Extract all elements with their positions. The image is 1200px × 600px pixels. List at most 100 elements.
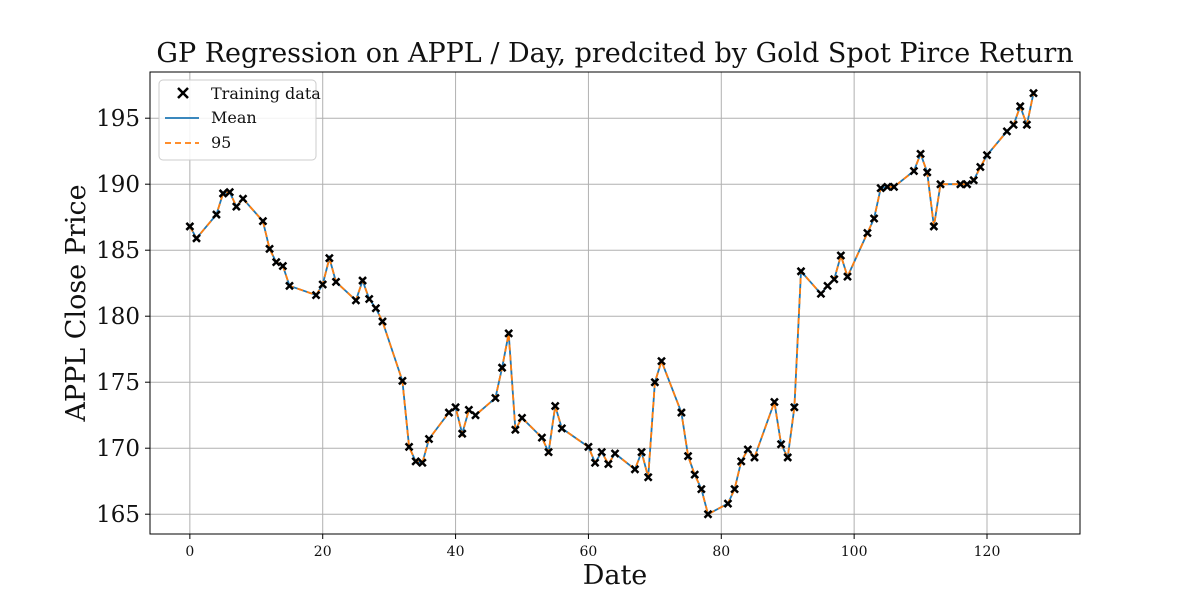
training-point (358, 276, 367, 285)
training-point (444, 408, 454, 417)
training-point (504, 328, 514, 338)
training-point (1029, 88, 1038, 98)
training-point (371, 303, 381, 313)
legend-label-mean: Mean (211, 108, 257, 127)
training-point (398, 376, 407, 386)
x-tick-label: 20 (314, 544, 332, 560)
training-point (823, 281, 832, 291)
training-point (836, 251, 846, 260)
training-point (1009, 120, 1018, 130)
training-point (969, 175, 979, 185)
training-point (643, 472, 653, 482)
training-point (457, 429, 467, 439)
training-point (557, 424, 567, 433)
training-point (331, 277, 341, 287)
training-point (510, 425, 520, 435)
y-tick-label: 180 (96, 304, 140, 330)
y-tick-label: 170 (96, 436, 140, 462)
x-tick-label: 60 (580, 544, 598, 560)
chart-title: GP Regression on APPL / Day, predcited b… (156, 38, 1073, 69)
training-point (916, 149, 925, 159)
legend-label-ci: 95 (211, 133, 231, 152)
legend-marker-training (177, 87, 189, 99)
training-point (723, 499, 733, 509)
training-point (736, 457, 746, 466)
training-point (1022, 120, 1032, 130)
training-point (975, 162, 985, 172)
training-point (584, 442, 593, 452)
x-axis-label: Date (583, 560, 648, 591)
training-point (829, 274, 839, 284)
training-point (796, 266, 806, 276)
training-point (876, 183, 886, 193)
training-point (238, 194, 248, 204)
training-point (590, 458, 600, 468)
training-point (225, 187, 235, 197)
training-point (677, 408, 686, 417)
training-point (550, 401, 560, 411)
axis-ticks: 0 20 40 60 80 100 120 165 170 175 180 185 190 195 (96, 106, 1000, 560)
training-point (909, 166, 919, 176)
training-point (411, 457, 421, 466)
training-point (703, 509, 713, 519)
training-point (1002, 127, 1012, 136)
training-point (789, 402, 799, 412)
training-point (776, 439, 786, 449)
y-axis-label: APPL Close Price (61, 184, 92, 422)
training-point (936, 179, 945, 189)
training-point (378, 317, 387, 326)
training-point (882, 182, 892, 192)
training-point (185, 222, 195, 231)
training-point (318, 280, 328, 289)
training-point (730, 484, 739, 494)
y-tick-label: 165 (96, 502, 140, 528)
training-point (657, 356, 666, 366)
training-point (637, 447, 646, 457)
training-point (929, 222, 939, 231)
legend-box (158, 79, 317, 161)
training-point (650, 377, 660, 387)
grid (150, 72, 1080, 534)
training-point (843, 272, 852, 281)
training-point (743, 445, 753, 454)
y-tick-label: 190 (96, 172, 140, 198)
training-point (770, 397, 779, 407)
training-point (278, 261, 288, 271)
training-point (192, 233, 201, 243)
y-tick-label: 175 (96, 370, 140, 396)
training-point (364, 294, 374, 304)
series-layer (185, 88, 1038, 519)
training-point (630, 464, 640, 474)
training-point (497, 363, 507, 373)
x-tick-label: 0 (185, 544, 194, 560)
y-tick-label: 195 (96, 106, 140, 132)
training-point (464, 405, 474, 415)
y-tick-label: 185 (96, 238, 140, 264)
legend: Training data Mean 95 (158, 79, 321, 161)
training-point (783, 453, 793, 462)
training-point (544, 447, 553, 457)
training-point (603, 459, 613, 469)
training-point (285, 281, 294, 291)
training-point (597, 447, 607, 457)
training-point (610, 449, 620, 458)
training-point (1015, 101, 1025, 111)
x-tick-label: 40 (447, 544, 465, 560)
training-point (417, 458, 427, 468)
training-point (962, 179, 972, 189)
training-point (271, 257, 281, 267)
training-point (750, 453, 759, 462)
training-point (324, 253, 334, 263)
training-point (863, 228, 872, 238)
training-point (889, 182, 899, 192)
x-tick-label: 120 (974, 544, 1001, 560)
training-point (351, 295, 361, 305)
training-point (696, 484, 706, 494)
training-point (311, 290, 321, 300)
training-point (218, 189, 228, 198)
training-point (816, 289, 826, 299)
training-point (869, 214, 879, 223)
training-point (212, 210, 221, 219)
